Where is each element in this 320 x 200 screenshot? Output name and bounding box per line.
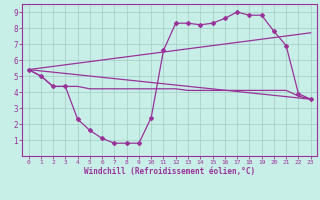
X-axis label: Windchill (Refroidissement éolien,°C): Windchill (Refroidissement éolien,°C) [84, 167, 255, 176]
